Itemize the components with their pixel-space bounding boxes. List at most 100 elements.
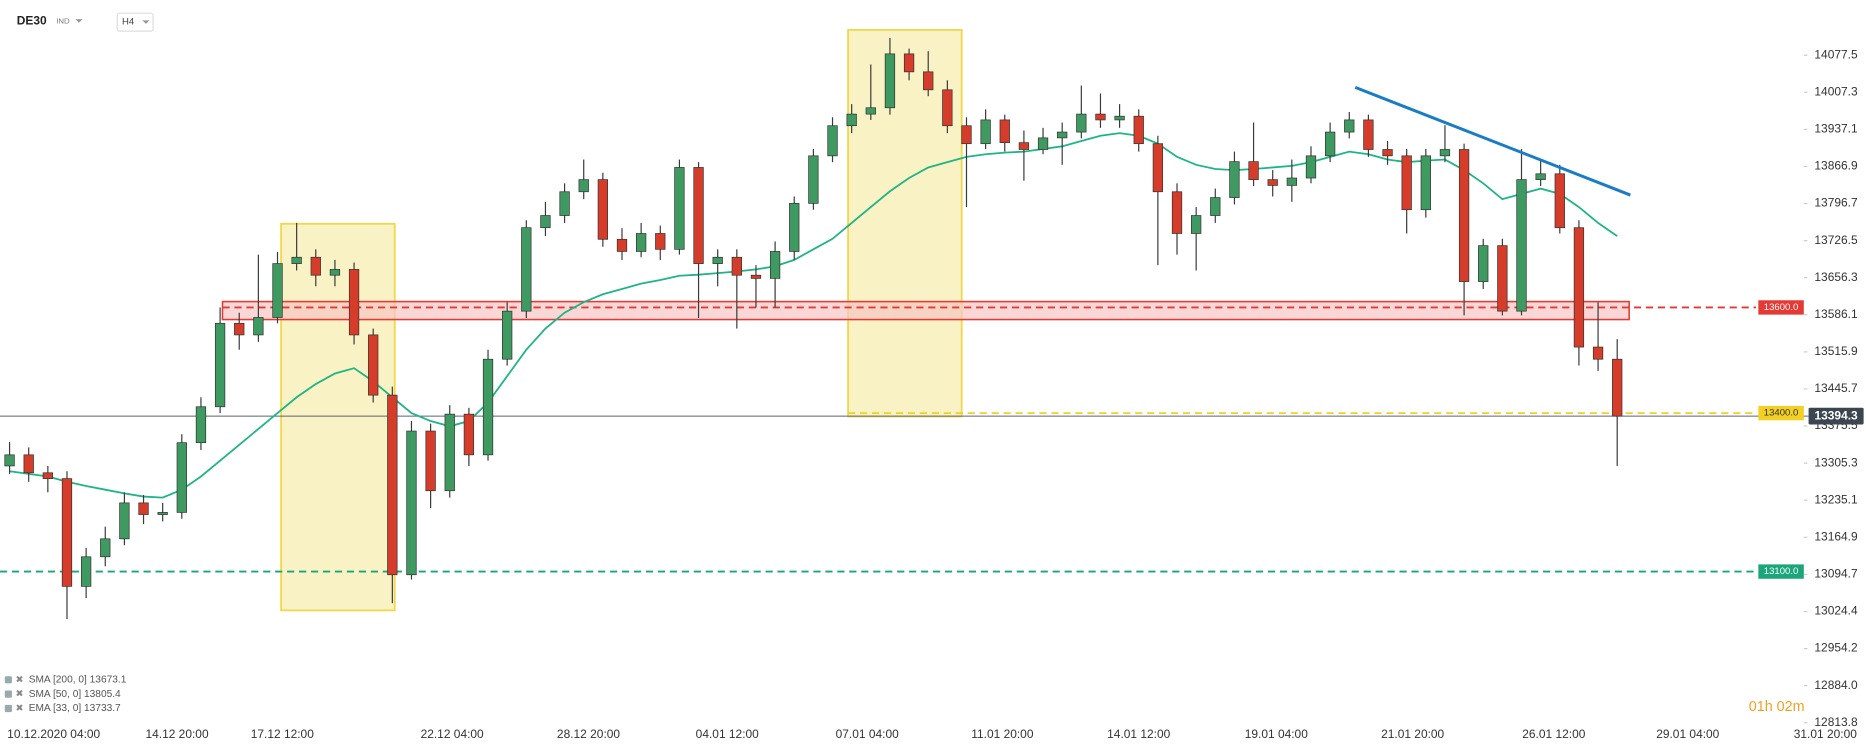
y-tick-label: 13164.9	[1814, 529, 1858, 543]
x-tick-label: 31.01 20:00	[1794, 727, 1857, 741]
candle-body	[827, 125, 838, 157]
candle-body	[1114, 115, 1125, 121]
dropdown-icon[interactable]	[142, 20, 150, 24]
candle-body	[865, 107, 876, 115]
x-tick-label: 14.01 12:00	[1107, 727, 1170, 741]
dropdown-icon[interactable]	[75, 19, 83, 23]
y-tick-label: 14007.3	[1814, 84, 1858, 98]
candle-body	[884, 53, 896, 109]
y-tick-label: 13094.7	[1814, 567, 1858, 581]
y-tick-label: 14077.5	[1814, 47, 1858, 61]
candle-body	[387, 394, 398, 576]
level-label: 13100.0	[1764, 566, 1799, 577]
candle-body	[521, 227, 532, 312]
legend-icon[interactable]	[4, 690, 12, 698]
candle-body	[214, 322, 226, 408]
last-price-box	[1808, 407, 1864, 425]
legend-label: EMA [33, 0] 13733.7	[29, 703, 121, 714]
candle-body	[1286, 177, 1297, 186]
level-label-box	[1758, 564, 1804, 579]
candle-body	[1152, 143, 1164, 193]
candle-body	[731, 256, 742, 276]
annotations	[221, 29, 1630, 612]
candle-body	[138, 502, 149, 515]
y-tick-label: 13305.3	[1814, 455, 1858, 469]
x-tick-label: 26.01 12:00	[1522, 727, 1585, 741]
legend-close[interactable]: ✖	[16, 689, 24, 700]
candle-body	[1057, 131, 1068, 139]
candle-body	[808, 155, 819, 204]
legend-icon[interactable]	[4, 676, 12, 684]
legend-close[interactable]: ✖	[16, 674, 24, 685]
interval-button[interactable]	[116, 12, 154, 32]
y-tick-label: 13866.9	[1814, 159, 1858, 173]
y-tick-label: 12884.0	[1814, 678, 1858, 692]
x-tick-label: 22.12 04:00	[421, 727, 484, 741]
candle-body	[291, 256, 302, 264]
x-tick-label: 29.01 04:00	[1656, 727, 1719, 741]
candles	[4, 38, 1623, 620]
candle-body	[272, 263, 283, 318]
legend-label: SMA [50, 0] 13805.4	[29, 689, 121, 700]
candle-body	[616, 238, 628, 252]
level-label-box	[1758, 300, 1804, 315]
y-tick-label: 13445.7	[1814, 381, 1858, 395]
level-label: 13600.0	[1764, 302, 1799, 313]
candle-body	[310, 256, 321, 276]
interval[interactable]: H4	[122, 17, 135, 28]
level-label-box	[1758, 405, 1804, 421]
candle-body	[1076, 113, 1087, 133]
candle-body	[712, 256, 723, 264]
candle-body	[1535, 173, 1546, 180]
legend-icon[interactable]	[4, 704, 12, 713]
x-tick-label: 10.12.2020 04:00	[7, 727, 100, 741]
last-price-label: 13394.3	[1814, 408, 1858, 422]
candle-body	[234, 322, 245, 336]
candle-body	[693, 167, 704, 264]
trend-line	[1354, 85, 1631, 197]
candle-body	[961, 125, 972, 145]
x-tick-label: 14.12 20:00	[145, 727, 208, 741]
candle-body	[61, 478, 73, 587]
resistance-zone	[221, 300, 1630, 321]
x-tick-label: 17.12 12:00	[251, 727, 314, 741]
symbol[interactable]: DE30	[17, 14, 47, 28]
candle-body	[42, 472, 53, 479]
axis: 14077.5 14007.3 13937.1 13866.9 13796.7 13726…	[7, 47, 1864, 741]
candle-body	[1439, 149, 1451, 157]
candle-body	[540, 215, 551, 229]
x-tick-label: 28.12 20:00	[557, 727, 620, 741]
candle-body	[1363, 119, 1374, 150]
candle-body	[1305, 155, 1317, 179]
candle-body	[655, 233, 666, 250]
candle-body	[348, 269, 360, 336]
y-tick-label: 13937.1	[1814, 122, 1858, 136]
candle-body	[157, 512, 168, 515]
candle-body	[846, 113, 857, 127]
y-tick-label: 13586.1	[1814, 307, 1858, 321]
candle-body	[903, 53, 915, 73]
y-tick-label: 13726.5	[1814, 233, 1858, 247]
candle-body	[750, 274, 762, 279]
x-tick-label: 04.01 12:00	[696, 727, 759, 741]
candle-body	[482, 358, 494, 456]
y-tick-label: 13024.4	[1814, 604, 1858, 618]
highlight-zone	[280, 222, 396, 612]
candle-body	[1229, 161, 1240, 198]
candle-body	[1478, 245, 1489, 282]
candle-body	[1171, 191, 1183, 234]
indicator-line	[9, 132, 1618, 499]
x-tick-label: 19.01 04:00	[1245, 727, 1308, 741]
legend-label: SMA [200, 0] 13673.1	[29, 674, 127, 685]
candle-body	[329, 269, 341, 276]
candle-body	[674, 167, 685, 250]
candle-body	[1018, 142, 1030, 150]
candle-body	[1612, 358, 1623, 417]
candle-body	[176, 442, 187, 513]
legend-close[interactable]: ✖	[16, 703, 24, 714]
candle-body	[80, 556, 92, 587]
candle-body	[100, 538, 111, 558]
candle-body	[119, 502, 130, 540]
